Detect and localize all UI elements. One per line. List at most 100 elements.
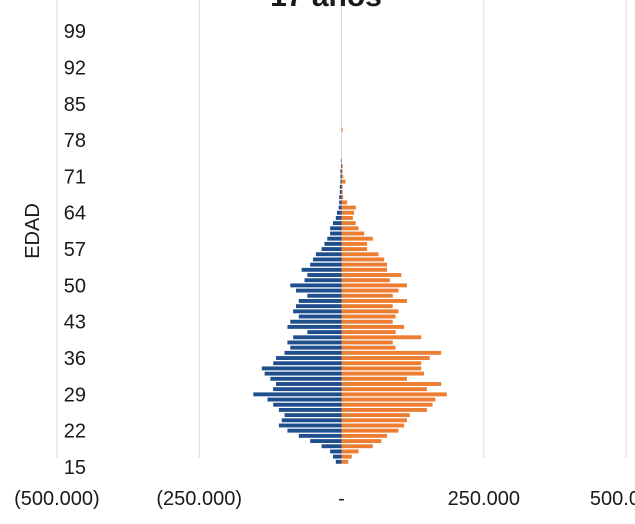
bar-left-age-21: [298, 433, 342, 438]
bar-right-age-37: [341, 350, 442, 355]
bar-right-age-16: [341, 459, 349, 464]
bar-left-age-49: [295, 288, 342, 293]
bar-right-age-47: [341, 299, 407, 303]
bar-left-age-36: [276, 356, 342, 360]
bar-left-age-38: [290, 345, 342, 350]
y-tick-label: 71: [64, 166, 86, 188]
bar-right-age-48: [341, 293, 393, 298]
x-tick-label: (250.000): [156, 488, 242, 510]
bar-right-age-80: [341, 127, 343, 132]
bar-left-age-37: [284, 350, 342, 355]
x-tick-label: 500.000: [590, 488, 635, 510]
bar-left-age-45: [293, 309, 342, 314]
bar-right-age-20: [341, 439, 382, 444]
bar-right-age-60: [341, 231, 365, 236]
bar-left-age-57: [321, 247, 342, 252]
x-tick-label: -: [338, 488, 345, 510]
bar-left-age-20: [310, 439, 342, 444]
bar-left-age-74: [340, 158, 342, 163]
bar-right-age-68: [341, 190, 343, 194]
bar-right-age-72: [341, 169, 343, 174]
bar-right-age-29: [341, 392, 447, 397]
bar-right-age-24: [341, 418, 407, 423]
bar-right-age-18: [341, 449, 359, 454]
bar-right-age-66: [341, 200, 348, 205]
bar-right-age-38: [341, 345, 396, 350]
bar-left-age-39: [287, 340, 342, 345]
bar-left-age-22: [287, 428, 342, 433]
bar-left-age-48: [307, 293, 342, 298]
x-tick-labels: (500.000) (250.000) - 250.000 500.000: [14, 488, 635, 510]
bar-left-age-47: [298, 299, 342, 303]
bar-left-age-16: [335, 459, 342, 464]
x-tick-label: 250.000: [448, 488, 520, 510]
bar-left-age-68: [339, 190, 342, 194]
bar-left-age-53: [301, 267, 342, 272]
bar-left-age-55: [313, 257, 342, 262]
bar-left-age-27: [273, 402, 342, 407]
bar-left-age-66: [339, 200, 342, 205]
bar-right-age-35: [341, 361, 422, 366]
y-tick-label: 78: [64, 130, 86, 152]
y-tick-label: 15: [64, 457, 86, 479]
bar-right-age-52: [341, 273, 402, 277]
bar-left-age-62: [332, 221, 342, 226]
bar-right-age-46: [341, 304, 393, 309]
bar-right-age-63: [341, 215, 353, 220]
bar-left-age-72: [340, 169, 342, 174]
bar-right-age-50: [341, 283, 407, 288]
bar-left-age-18: [330, 449, 342, 454]
bar-left-age-24: [281, 418, 342, 423]
bar-right-age-25: [341, 413, 410, 418]
bar-right-age-70: [341, 179, 346, 184]
y-tick-label: 29: [64, 384, 86, 406]
bar-left-age-26: [278, 407, 342, 412]
y-tick-label: 57: [64, 239, 86, 261]
y-tick-labels: 15 22 29 36 43 50 57 64 71 78 85 92 99: [64, 21, 86, 479]
y-tick-label: 99: [64, 21, 86, 43]
bar-right-age-42: [341, 324, 405, 329]
bar-right-age-65: [341, 205, 356, 210]
bar-left-age-17: [332, 454, 342, 459]
bar-right-age-39: [341, 340, 393, 345]
bar-right-age-57: [341, 247, 368, 252]
bar-right-age-22: [341, 428, 399, 433]
bar-left-age-28: [267, 397, 342, 402]
bar-right-age-43: [341, 319, 393, 324]
bar-left-age-46: [295, 304, 342, 309]
bar-right-age-21: [341, 433, 388, 438]
bar-right-age-56: [341, 252, 379, 257]
bar-right-age-28: [341, 397, 436, 402]
y-tick-label: 85: [64, 94, 86, 116]
bar-right-age-49: [341, 288, 399, 293]
bar-right-age-53: [341, 267, 388, 272]
bar-left-age-30: [273, 387, 342, 392]
bar-right-age-71: [341, 174, 344, 179]
bar-left-age-65: [338, 205, 342, 210]
bar-right-age-31: [341, 382, 442, 386]
bars: [253, 127, 447, 464]
bar-left-age-41: [307, 330, 342, 335]
bar-right-age-62: [341, 221, 356, 226]
x-tick-label: (500.000): [14, 488, 100, 510]
bar-right-age-36: [341, 356, 430, 360]
bar-left-age-70: [340, 179, 342, 184]
bar-left-age-67: [339, 195, 342, 200]
bar-left-age-50: [290, 283, 342, 288]
bar-right-age-44: [341, 314, 396, 319]
bar-right-age-33: [341, 371, 425, 376]
y-tick-label: 22: [64, 421, 86, 443]
bar-left-age-25: [284, 413, 342, 418]
y-tick-label: 92: [64, 57, 86, 79]
bar-right-age-51: [341, 278, 390, 283]
bar-right-age-59: [341, 236, 373, 241]
bar-left-age-40: [293, 335, 342, 340]
bar-right-age-34: [341, 366, 422, 371]
bar-right-age-30: [341, 387, 427, 392]
bar-left-age-61: [330, 226, 342, 231]
bar-left-age-56: [315, 252, 342, 257]
bar-left-age-32: [270, 376, 342, 381]
bar-right-age-26: [341, 407, 427, 412]
bar-left-age-73: [340, 164, 342, 168]
